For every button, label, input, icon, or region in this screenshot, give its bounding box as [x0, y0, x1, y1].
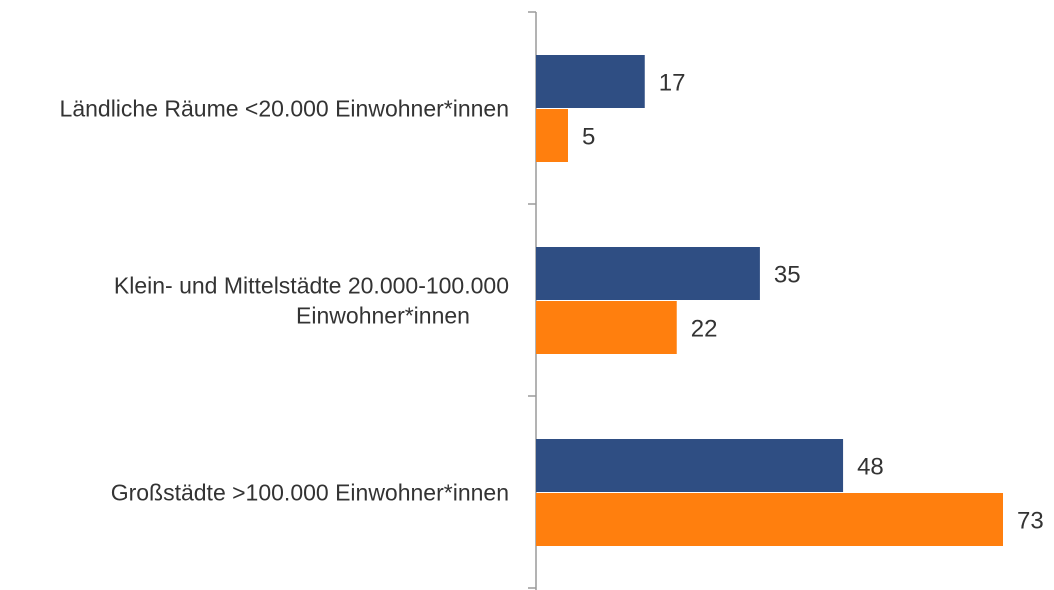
value-label: 73 — [1017, 508, 1044, 535]
category-label-line: Einwohner*innen — [296, 303, 470, 329]
bar-series-1 — [536, 55, 645, 108]
bar-series-1 — [536, 247, 760, 300]
bar-series-2 — [536, 301, 677, 354]
value-label: 48 — [857, 454, 884, 481]
value-label: 5 — [582, 124, 595, 151]
category-label: Klein- und Mittelstädte 20.000-100.000 Ei… — [114, 273, 509, 329]
bar-series-2 — [536, 109, 568, 162]
category-label-line: Klein- und Mittelstädte 20.000-100.000 — [114, 273, 509, 299]
category-label: Ländliche Räume <20.000 Einwohner*innen — [60, 96, 509, 122]
value-label: 17 — [659, 70, 686, 97]
category-label-line: Ländliche Räume <20.000 Einwohner*innen — [60, 96, 509, 122]
value-label: 22 — [691, 316, 718, 343]
category-label-line: Großstädte >100.000 Einwohner*innen — [111, 480, 509, 506]
bar-series-2 — [536, 493, 1003, 546]
value-label: 35 — [774, 262, 801, 289]
bar-series-1 — [536, 439, 844, 492]
category-label: Großstädte >100.000 Einwohner*innen — [111, 480, 509, 506]
